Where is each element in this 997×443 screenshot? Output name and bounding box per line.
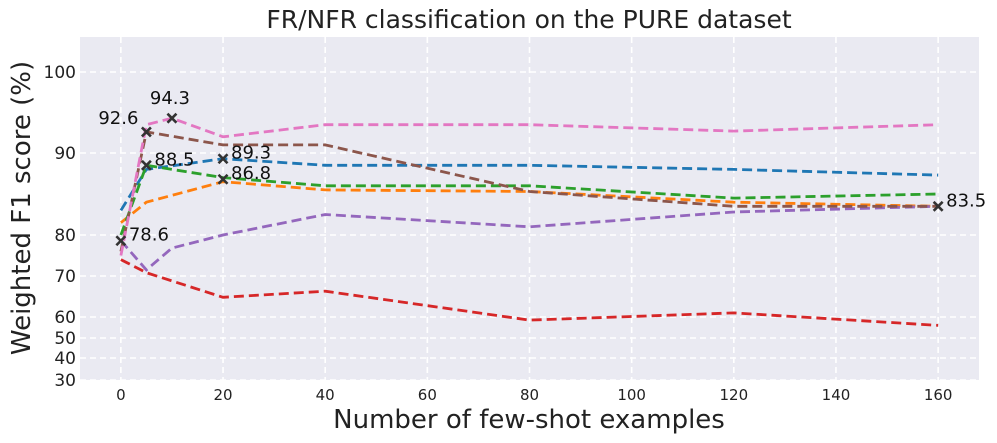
chart-title: FR/NFR classification on the PURE datase… — [266, 5, 791, 34]
data-labels: 92.6 94.3 88.5 89.386.8 78.6 83.5 — [98, 88, 986, 246]
data-label: 86.8 — [231, 163, 271, 184]
markers — [115, 112, 944, 247]
data-label: 78.6 — [129, 225, 169, 246]
data-label: 92.6 — [98, 108, 138, 129]
y-tick-label: 90 — [54, 144, 76, 164]
y-tick-label: 30 — [54, 371, 76, 391]
x-axis-label: Number of few-shot examples — [333, 405, 725, 435]
x-marker — [217, 153, 229, 165]
series-line-1 — [119, 157, 939, 212]
data-label: 88.5 — [154, 149, 194, 170]
x-tick-label: 20 — [213, 386, 232, 404]
y-tick-label: 80 — [54, 226, 76, 246]
y-tick-label: 40 — [54, 349, 76, 369]
y-tick-label: 50 — [54, 329, 76, 349]
series-line-3 — [119, 163, 939, 236]
y-tick-label: 60 — [54, 308, 76, 328]
x-marker — [140, 126, 152, 138]
x-marker — [115, 235, 127, 247]
x-tick-label: 160 — [924, 386, 953, 404]
series-line-5 — [119, 204, 939, 272]
x-marker — [932, 200, 944, 212]
x-tick-label: 40 — [316, 386, 335, 404]
series-line-7 — [119, 116, 939, 256]
data-label: 94.3 — [150, 88, 190, 109]
x-marker — [140, 159, 152, 171]
y-tick-label: 70 — [54, 267, 76, 287]
x-tick-label: 120 — [719, 386, 748, 404]
y-axis-label: Weighted F1 score (%) — [7, 61, 37, 355]
x-tick-label: 60 — [418, 386, 437, 404]
data-label: 83.5 — [946, 190, 986, 211]
x-tick-label: 140 — [822, 386, 851, 404]
x-tick-label: 100 — [617, 386, 646, 404]
x-tick-label: 0 — [116, 386, 126, 404]
data-label: 89.3 — [231, 143, 271, 164]
y-tick-label: 100 — [44, 63, 76, 83]
x-marker — [217, 173, 229, 185]
series-line-2 — [120, 180, 939, 224]
x-marker — [166, 112, 178, 124]
x-tick-label: 80 — [520, 386, 539, 404]
series-line-4 — [120, 258, 939, 327]
